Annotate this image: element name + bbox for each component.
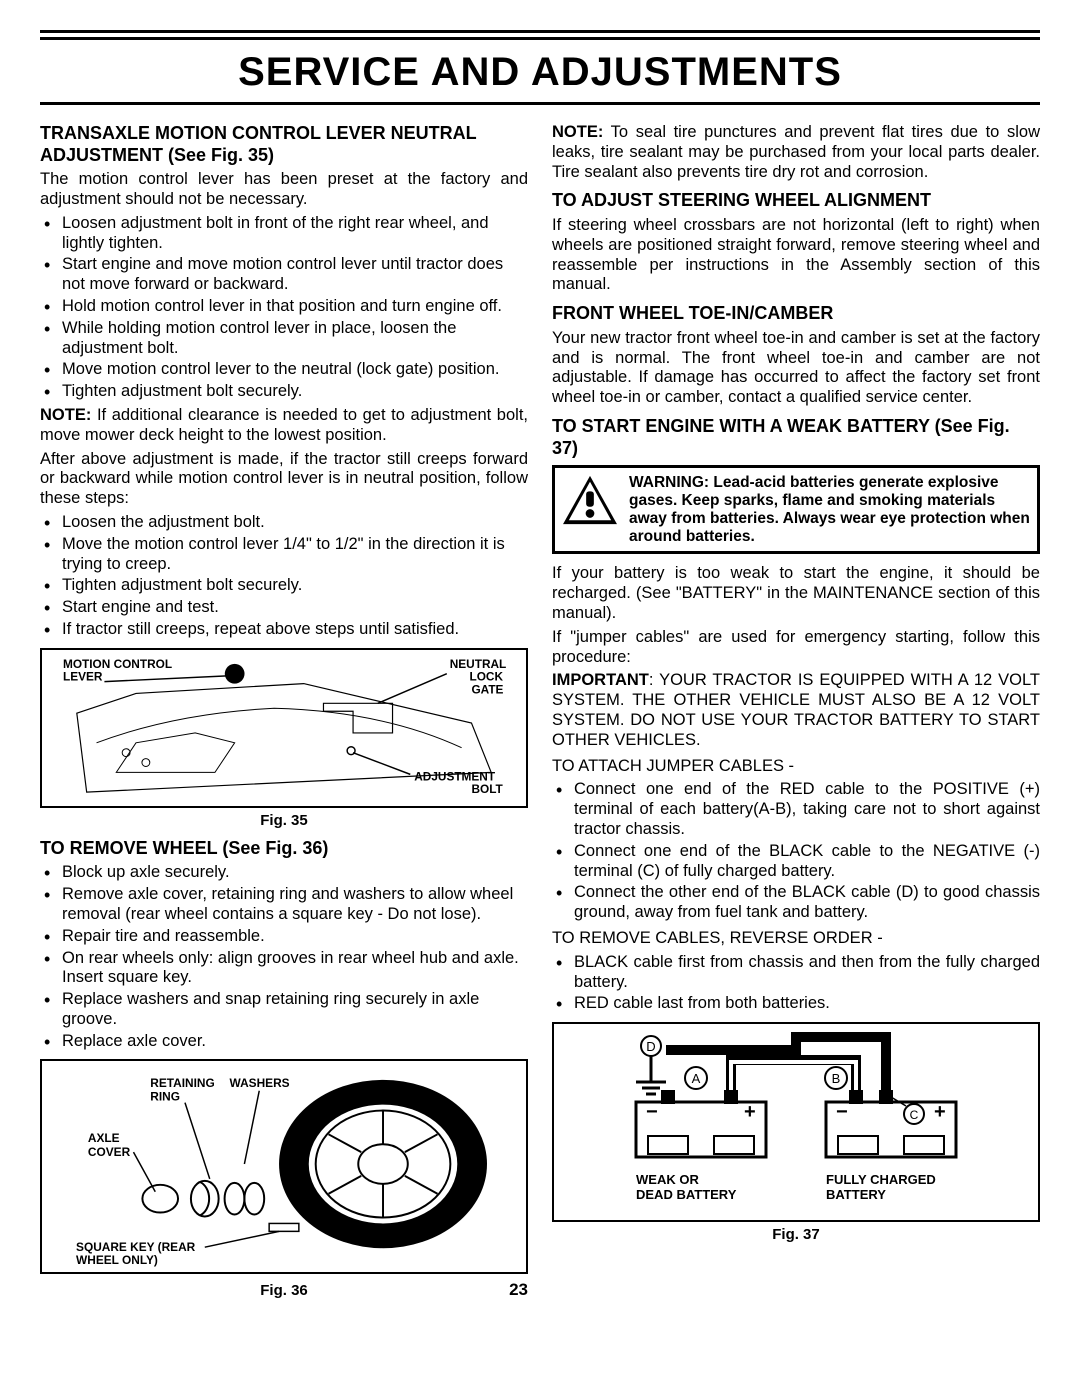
heading-transaxle: TRANSAXLE MOTION CONTROL LEVER NEUTRAL A… — [40, 123, 528, 166]
list-item: BLACK cable first from chassis and then … — [552, 953, 1040, 993]
fig37-label-full1: FULLY CHARGED — [826, 1172, 936, 1187]
fig37-label-weak1: WEAK OR — [636, 1172, 699, 1187]
list-item: While holding motion control lever in pl… — [40, 319, 528, 359]
list-item: Remove axle cover, retaining ring and wa… — [40, 885, 528, 925]
list-item: Start engine and test. — [40, 598, 528, 618]
fig36-label-cover: COVER — [88, 1146, 131, 1160]
svg-text:−: − — [836, 1101, 848, 1123]
page-number: 23 — [308, 1280, 528, 1300]
fig35-label-lever: LEVER — [63, 669, 103, 683]
list-item: Loosen the adjustment bolt. — [40, 513, 528, 533]
list-item: Connect one end of the RED cable to the … — [552, 780, 1040, 839]
fig37-label-b: B — [832, 1071, 841, 1086]
list-item: Tighten adjustment bolt securely. — [40, 576, 528, 596]
figure-37: D − + A — [552, 1022, 1040, 1222]
fig36-label-washers: WASHERS — [230, 1076, 290, 1090]
fig35-svg: MOTION CONTROL LEVER NEUTRAL LOCK GATE A… — [46, 654, 522, 802]
figure-36: RETAINING WASHERS RING AXLE COVER — [40, 1059, 528, 1274]
para-steering: If steering wheel crossbars are not hori… — [552, 216, 1040, 295]
list-item: Replace washers and snap retaining ring … — [40, 990, 528, 1030]
remove-wheel-steps: Block up axle securely. Remove axle cove… — [40, 863, 528, 1051]
fig37-label-a: A — [692, 1071, 701, 1086]
list-item: Start engine and move motion control lev… — [40, 255, 528, 295]
fig36-caption: Fig. 36 — [260, 1282, 308, 1300]
list-item: RED cable last from both batteries. — [552, 994, 1040, 1014]
para-after-adjustment: After above adjustment is made, if the t… — [40, 450, 528, 509]
heading-remove-wheel: TO REMOVE WHEEL (See Fig. 36) — [40, 838, 528, 860]
heading-toe-in: FRONT WHEEL TOE-IN/CAMBER — [552, 303, 1040, 325]
fig37-label-c: C — [910, 1108, 919, 1122]
fig35-label-gate: GATE — [471, 682, 503, 696]
svg-text:+: + — [744, 1101, 756, 1123]
fig36-label-axle: AXLE — [88, 1132, 120, 1146]
transaxle-steps-1: Loosen adjustment bolt in front of the r… — [40, 214, 528, 402]
para-jumper: If "jumper cables" are used for emergenc… — [552, 628, 1040, 668]
note-text: If additional clearance is needed to get… — [40, 406, 528, 444]
para-transaxle-intro: The motion control lever has been preset… — [40, 170, 528, 210]
list-item: Loosen adjustment bolt in front of the r… — [40, 214, 528, 254]
svg-text:−: − — [646, 1101, 658, 1123]
list-item: On rear wheels only: align grooves in re… — [40, 949, 528, 989]
fig36-svg: RETAINING WASHERS RING AXLE COVER — [46, 1065, 522, 1268]
important-note: IMPORTANT: YOUR TRACTOR IS EQUIPPED WITH… — [552, 671, 1040, 750]
list-item: Connect the other end of the BLACK cable… — [552, 883, 1040, 923]
note-tire-sealant: NOTE: To seal tire punctures and prevent… — [552, 123, 1040, 182]
fig37-label-full2: BATTERY — [826, 1187, 886, 1202]
fig36-label-ring: RING — [150, 1090, 180, 1104]
right-column: NOTE: To seal tire punctures and prevent… — [552, 119, 1040, 1301]
page-title: SERVICE AND ADJUSTMENTS — [40, 48, 1040, 96]
warning-text: WARNING: Lead-acid batteries generate ex… — [629, 474, 1031, 545]
fig36-label-sqkey2: WHEEL ONLY) — [76, 1254, 158, 1268]
list-item: Connect one end of the BLACK cable to th… — [552, 842, 1040, 882]
figure-35: MOTION CONTROL LEVER NEUTRAL LOCK GATE A… — [40, 648, 528, 808]
fig36-label-retaining: RETAINING — [150, 1076, 214, 1090]
list-item: Move motion control lever to the neutral… — [40, 360, 528, 380]
important-label: IMPORTANT — [552, 671, 649, 689]
heading-remove-cables: TO REMOVE CABLES, REVERSE ORDER - — [552, 929, 1040, 949]
note-label: NOTE: — [552, 123, 603, 141]
list-item: Hold motion control lever in that positi… — [40, 297, 528, 317]
list-item: Tighten adjustment bolt securely. — [40, 382, 528, 402]
fig37-caption: Fig. 37 — [552, 1226, 1040, 1244]
heading-weak-battery: TO START ENGINE WITH A WEAK BATTERY (See… — [552, 416, 1040, 459]
list-item: If tractor still creeps, repeat above st… — [40, 620, 528, 640]
list-item: Replace axle cover. — [40, 1032, 528, 1052]
warning-box: WARNING: Lead-acid batteries generate ex… — [552, 465, 1040, 554]
para-toe-in: Your new tractor front wheel toe-in and … — [552, 329, 1040, 408]
fig35-label-bolt: BOLT — [471, 782, 503, 796]
heading-steering-alignment: TO ADJUST STEERING WHEEL ALIGNMENT — [552, 190, 1040, 212]
note-text: To seal tire punctures and prevent flat … — [552, 123, 1040, 181]
attach-cables-steps: Connect one end of the RED cable to the … — [552, 780, 1040, 923]
fig37-svg: D − + A — [562, 1032, 1030, 1212]
fig35-caption: Fig. 35 — [40, 812, 528, 830]
note-clearance: NOTE: If additional clearance is needed … — [40, 406, 528, 446]
remove-cables-steps: BLACK cable first from chassis and then … — [552, 953, 1040, 1014]
fig37-label-d: D — [646, 1039, 655, 1054]
list-item: Repair tire and reassemble. — [40, 927, 528, 947]
title-underline — [40, 102, 1040, 105]
para-recharge: If your battery is too weak to start the… — [552, 564, 1040, 623]
left-column: TRANSAXLE MOTION CONTROL LEVER NEUTRAL A… — [40, 119, 528, 1301]
list-item: Block up axle securely. — [40, 863, 528, 883]
transaxle-steps-2: Loosen the adjustment bolt. Move the mot… — [40, 513, 528, 640]
heading-attach-cables: TO ATTACH JUMPER CABLES - — [552, 757, 1040, 777]
note-label: NOTE: — [40, 406, 91, 424]
top-double-rule — [40, 30, 1040, 40]
two-column-layout: TRANSAXLE MOTION CONTROL LEVER NEUTRAL A… — [40, 119, 1040, 1301]
svg-text:+: + — [934, 1101, 946, 1123]
list-item: Move the motion control lever 1/4" to 1/… — [40, 535, 528, 575]
fig37-label-weak2: DEAD BATTERY — [636, 1187, 737, 1202]
warning-triangle-icon — [561, 474, 619, 526]
